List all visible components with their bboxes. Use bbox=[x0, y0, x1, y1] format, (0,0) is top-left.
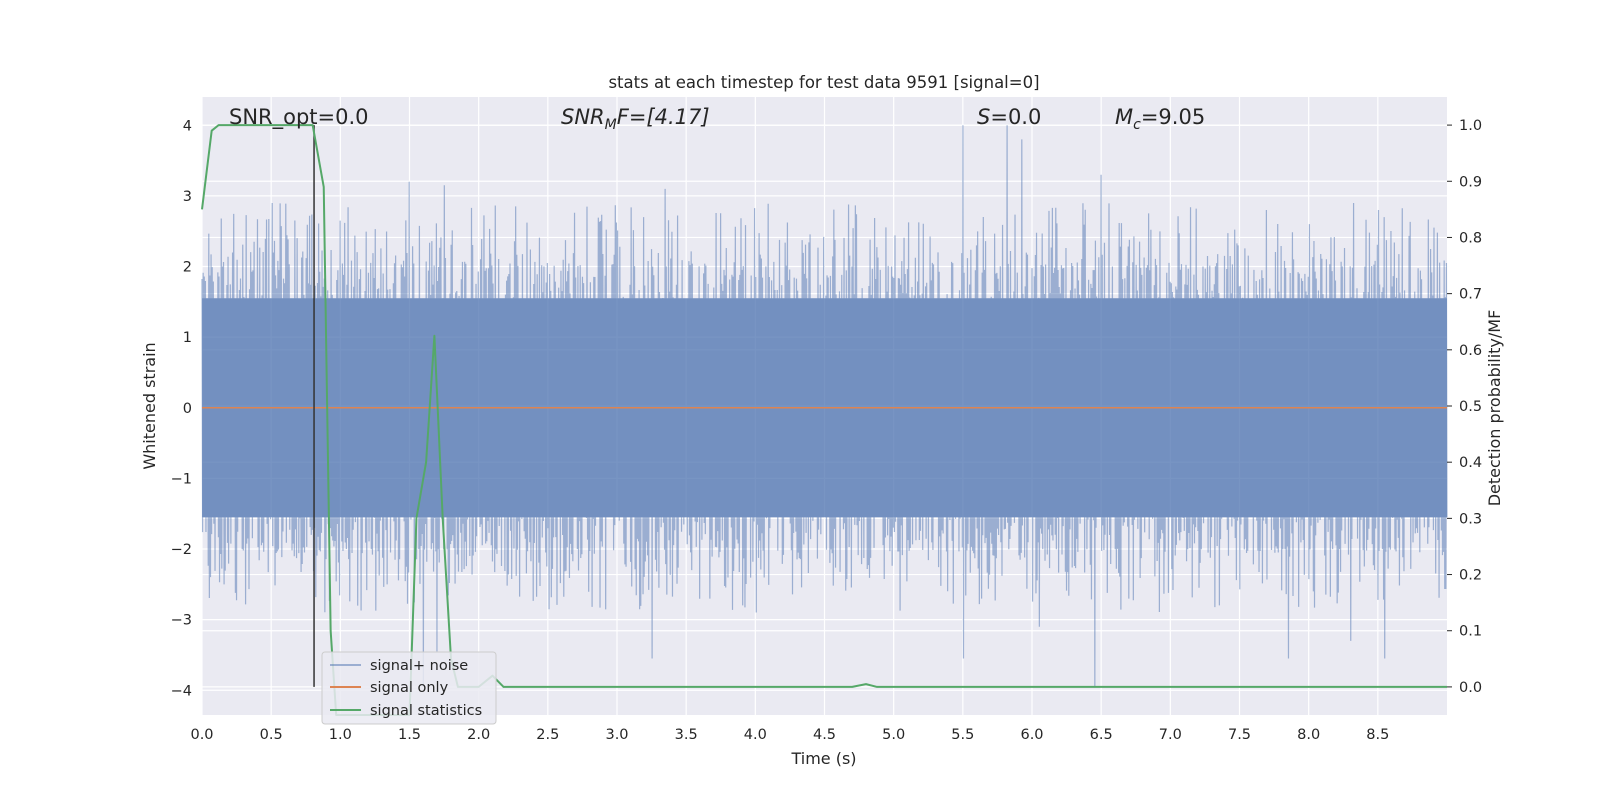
x-tick-label: 1.5 bbox=[398, 727, 421, 743]
tick-labels: 0.0 0.5 1.0 1.5 2.0 2.5 3.0 3.5 4.0 4.5 5.0 5.5 6.0 6… bbox=[171, 118, 1482, 743]
annotation-mc-rest: =9.05 bbox=[1141, 105, 1205, 129]
annotation-snr-mf-main: SNR bbox=[561, 105, 605, 129]
y2-tick-label: 0.4 bbox=[1459, 455, 1482, 471]
x-tick-label: 4.0 bbox=[744, 727, 767, 743]
x-axis-label: Time (s) bbox=[790, 749, 856, 768]
annotation-snr-mf-sub: M bbox=[605, 117, 617, 133]
y2-tick-label: 1.0 bbox=[1459, 118, 1482, 134]
signal-statistics-line bbox=[201, 124, 1447, 716]
y2-tick-label: 0.5 bbox=[1459, 399, 1482, 415]
x-tick-label: 7.0 bbox=[1159, 727, 1182, 743]
annotation-s-main: S bbox=[977, 105, 990, 129]
legend-label-signal-noise: signal+ noise bbox=[370, 658, 468, 674]
y2-tick-label: 0.1 bbox=[1459, 624, 1482, 640]
y-tick-label: 1 bbox=[183, 330, 192, 346]
annotation-mc-main: M bbox=[1115, 105, 1133, 129]
annotation-mc-sub: c bbox=[1133, 117, 1141, 133]
annotation-snr-opt: SNR_opt=0.0 bbox=[229, 105, 369, 130]
x-tick-label: 8.5 bbox=[1366, 727, 1389, 743]
y-tick-label: 2 bbox=[183, 260, 192, 276]
y-tick-label: 4 bbox=[183, 118, 192, 134]
x-tick-label: 2.0 bbox=[467, 727, 490, 743]
y-tick-label: −3 bbox=[171, 613, 192, 629]
series-signal-statistics bbox=[201, 124, 1447, 716]
y2-tick-label: 0.8 bbox=[1459, 230, 1482, 246]
annotation-s: S=0.0 bbox=[977, 105, 1041, 129]
x-tick-label: 6.5 bbox=[1090, 727, 1113, 743]
annotation-snr-mf-rest: F=[4.17] bbox=[617, 105, 710, 129]
legend: signal+ noise signal only signal statist… bbox=[321, 651, 497, 725]
y2-tick-label: 0.3 bbox=[1459, 511, 1482, 527]
y-tick-label: 3 bbox=[183, 189, 192, 205]
x-tick-label: 4.5 bbox=[813, 727, 836, 743]
y2-tick-label: 0.9 bbox=[1459, 174, 1482, 190]
y2-tick-label: 0.6 bbox=[1459, 343, 1482, 359]
y-axis-label: Whitened strain bbox=[140, 342, 159, 469]
legend-label-signal-only: signal only bbox=[370, 680, 449, 696]
x-tick-label: 3.0 bbox=[605, 727, 628, 743]
y2-axis-label: Detection probability/MF bbox=[1485, 310, 1504, 507]
y2-tick-label: 0.2 bbox=[1459, 568, 1482, 584]
x-tick-label: 2.5 bbox=[536, 727, 559, 743]
x-tick-label: 7.5 bbox=[1228, 727, 1251, 743]
x-tick-label: 0.5 bbox=[260, 727, 283, 743]
annotation-s-rest: =0.0 bbox=[990, 105, 1041, 129]
annotation-mc: Mc=9.05 bbox=[1115, 105, 1205, 133]
chart-title: stats at each timestep for test data 959… bbox=[608, 73, 1039, 92]
x-tick-label: 5.0 bbox=[882, 727, 905, 743]
legend-box bbox=[321, 651, 497, 725]
legend-label-signal-statistics: signal statistics bbox=[370, 703, 482, 719]
x-tick-label: 8.0 bbox=[1297, 727, 1320, 743]
x-tick-label: 3.5 bbox=[675, 727, 698, 743]
y-tick-label: −2 bbox=[171, 542, 192, 558]
x-tick-label: 1.0 bbox=[329, 727, 352, 743]
y2-tick-label: 0.0 bbox=[1459, 680, 1482, 696]
y2-tick-label: 0.7 bbox=[1459, 287, 1482, 303]
x-tick-label: 5.5 bbox=[951, 727, 974, 743]
x-tick-label: 0.0 bbox=[190, 727, 213, 743]
y-tick-label: −1 bbox=[171, 471, 192, 487]
y-tick-label: 0 bbox=[183, 401, 192, 417]
x-tick-label: 6.0 bbox=[1020, 727, 1043, 743]
annotation-snr-mf: SNRMF=[4.17] bbox=[561, 105, 710, 133]
y-tick-label: −4 bbox=[171, 683, 192, 699]
